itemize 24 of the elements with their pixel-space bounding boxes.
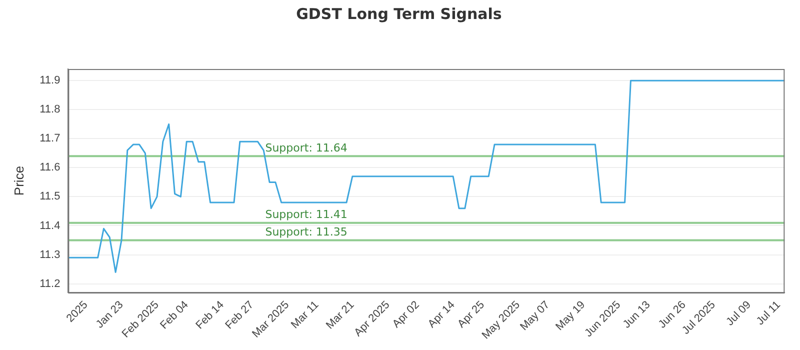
y-tick-label: 11.9 (40, 74, 60, 87)
chart-title: GDST Long Term Signals (296, 4, 502, 23)
y-tick-label: 11.7 (40, 132, 60, 145)
x-tick-label: Mar 21 (324, 298, 357, 332)
y-tick-label: 11.6 (40, 162, 60, 174)
x-tick-label: Feb 04 (158, 298, 191, 332)
y-tick-label: 11.3 (40, 248, 60, 261)
x-tick-label: Jun 13 (620, 298, 653, 331)
x-tick-label: May 07 (518, 298, 552, 333)
x-tick-label: Apr 02 (390, 298, 422, 330)
x-tick-label: Jul 11 (754, 298, 784, 328)
ref-line-label: Support: 11.41 (265, 208, 348, 222)
y-tick-label: 11.5 (40, 190, 60, 203)
x-tick-label: Jan 23 (94, 298, 126, 331)
x-tick-label: Apr 25 (456, 298, 487, 330)
x-tick-label: Apr 14 (426, 298, 458, 330)
y-axis-title: Price (11, 166, 26, 196)
ref-line-label: Support: 11.35 (265, 226, 348, 239)
y-tick-label: 11.8 (40, 104, 60, 116)
ref-line-label: Support: 11.64 (265, 141, 348, 154)
x-tick-label: Jul 09 (724, 298, 754, 328)
y-tick-label: 11.2 (40, 278, 60, 290)
x-tick-label: Mar 11 (289, 298, 322, 332)
y-tick-label: 11.4 (40, 220, 60, 232)
